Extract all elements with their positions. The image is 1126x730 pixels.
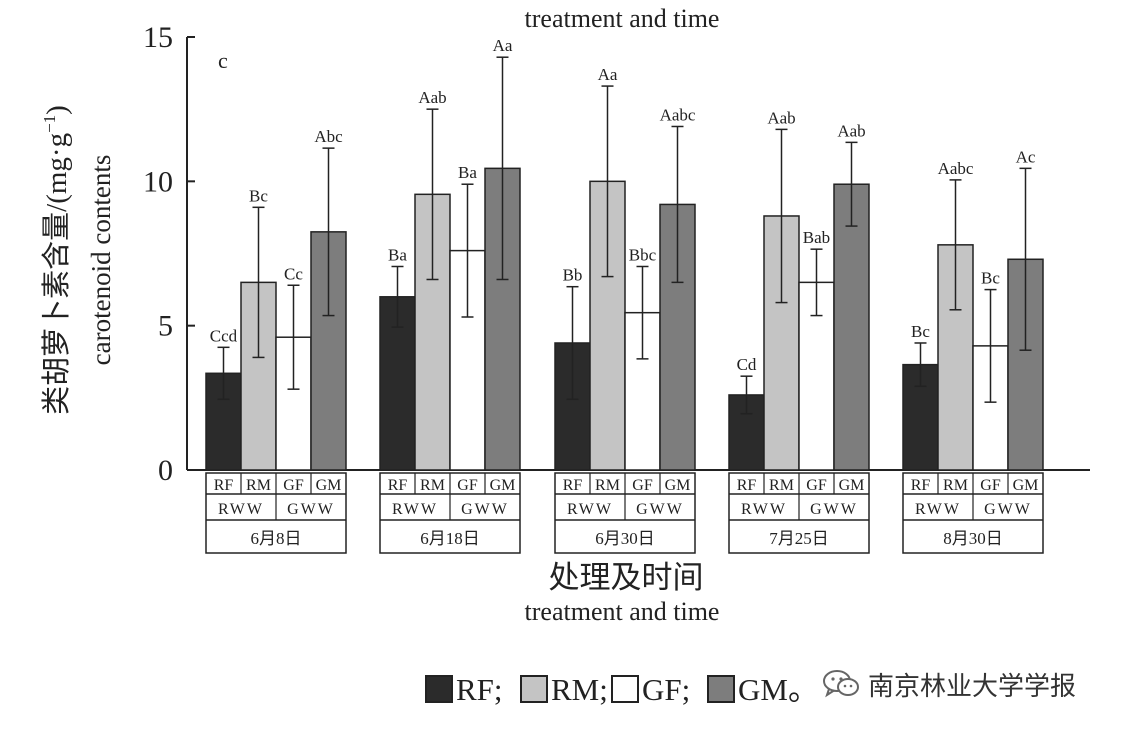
wechat-icon: [823, 670, 859, 698]
water-regime-label: GWW: [636, 501, 684, 518]
significance-label: Ccd: [210, 326, 238, 345]
significance-label: Bbc: [629, 245, 657, 264]
series-code-label: RF: [388, 477, 408, 494]
significance-label: Ba: [388, 245, 407, 264]
legend-swatch: [520, 675, 548, 703]
water-regime-label: RWW: [915, 501, 961, 518]
significance-label: Ac: [1016, 147, 1036, 166]
legend-label: GF;: [642, 672, 690, 707]
bar: [833, 183, 870, 471]
x-axis-title-en: treatment and time: [525, 597, 720, 626]
significance-label: Aa: [493, 36, 513, 55]
significance-label: Abc: [314, 127, 343, 146]
water-regime-label: RWW: [567, 501, 613, 518]
series-code-label: RF: [911, 477, 931, 494]
y-axis-title-cn: 类胡萝卜素含量/(mg·g: [40, 133, 73, 415]
watermark: 南京林业大学学报: [822, 662, 1076, 706]
significance-label: Bb: [563, 266, 583, 285]
x-axis-title-cn: 处理及时间: [549, 560, 704, 595]
y-axis-title-sup: −1: [40, 115, 59, 133]
series-code-label: RM: [420, 477, 445, 494]
significance-label: Cd: [737, 355, 757, 374]
series-code-label: RF: [214, 477, 234, 494]
series-code-label: GF: [806, 477, 827, 494]
significance-label: Aa: [598, 65, 618, 84]
series-code-label: GM: [665, 477, 691, 494]
y-tick-label: 10: [143, 165, 173, 198]
series-code-label: GF: [457, 477, 478, 494]
date-label: 7月25日: [769, 529, 829, 548]
date-label: 6月8日: [251, 529, 302, 548]
legend-label: GM。: [738, 672, 819, 707]
y-axis-title-en: carotenoid contents: [86, 155, 116, 366]
series-code-label: RF: [563, 477, 583, 494]
water-regime-label: RWW: [392, 501, 438, 518]
water-regime-label: GWW: [287, 501, 335, 518]
significance-label: Bc: [249, 186, 268, 205]
series-code-label: GM: [316, 477, 342, 494]
series-code-label: GF: [632, 477, 653, 494]
significance-label: Bc: [981, 269, 1000, 288]
svg-text:类胡萝卜素含量/(mg·g−1): 类胡萝卜素含量/(mg·g−1): [40, 105, 73, 415]
date-label: 6月30日: [595, 529, 655, 548]
series-code-label: RM: [943, 477, 968, 494]
panel-label: c: [218, 48, 228, 73]
legend-swatch: [611, 675, 639, 703]
series-code-label: GM: [839, 477, 865, 494]
significance-label: Aab: [837, 121, 865, 140]
category-table: RF RM GF GM RWW GWW 6月8日 RF RM GF GM RWW GWW 6月18日 RF R…: [205, 472, 1044, 554]
y-axis-title-close: ): [41, 105, 73, 115]
water-regime-label: GWW: [810, 501, 858, 518]
significance-label: Aabc: [660, 105, 696, 124]
bar: [414, 193, 451, 471]
bar: [310, 231, 347, 471]
y-tick-label: 0: [158, 454, 173, 487]
series-code-label: GF: [283, 477, 304, 494]
significance-label: Bab: [803, 228, 830, 247]
significance-label: Aabc: [938, 159, 974, 178]
series-code-label: GF: [980, 477, 1001, 494]
series-code-label: RM: [246, 477, 271, 494]
series-code-label: RM: [595, 477, 620, 494]
legend-swatch: [425, 675, 453, 703]
water-regime-label: RWW: [741, 501, 787, 518]
legend-label: RF;: [456, 672, 503, 707]
series-code-label: GM: [490, 477, 516, 494]
significance-label: Cc: [284, 264, 303, 283]
y-axis-title: 类胡萝卜素含量/(mg·g−1): [40, 105, 73, 415]
significance-label: Ba: [458, 163, 477, 182]
water-regime-label: GWW: [984, 501, 1032, 518]
y-tick-label: 5: [158, 310, 173, 343]
top-caption: treatment and time: [525, 4, 720, 33]
water-regime-label: RWW: [218, 501, 264, 518]
significance-label: Aab: [418, 88, 446, 107]
bars-layer: CcdBcCcAbcBaAabBaAaBbAaBbcAabcCdAabBabAa…: [205, 36, 1044, 471]
legend-label: RM;: [551, 672, 608, 707]
date-label: 6月18日: [420, 529, 480, 548]
watermark-text: 南京林业大学学报: [868, 671, 1077, 702]
series-code-label: RF: [737, 477, 757, 494]
legend: RF; RM; GF; GM。: [425, 672, 819, 707]
series-code-label: RM: [769, 477, 794, 494]
date-label: 8月30日: [943, 529, 1003, 548]
legend-swatch: [707, 675, 735, 703]
significance-label: Bc: [911, 322, 930, 341]
series-code-label: GM: [1013, 477, 1039, 494]
significance-label: Aab: [767, 108, 795, 127]
y-tick-label: 15: [143, 21, 173, 54]
water-regime-label: GWW: [461, 501, 509, 518]
